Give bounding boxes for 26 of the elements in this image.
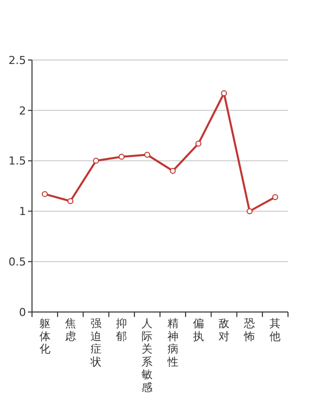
- x-tick-label: 恐怖: [243, 317, 256, 343]
- x-tick-label: 精神病性: [166, 317, 178, 368]
- point: [93, 158, 99, 164]
- x-tick-label: 敌对: [218, 317, 230, 343]
- y-tick-label: 1.5: [8, 154, 26, 168]
- y-tick-label: 0.5: [8, 255, 26, 268]
- point: [67, 198, 74, 204]
- point: [272, 194, 278, 200]
- point: [118, 154, 125, 160]
- point: [246, 208, 253, 214]
- point: [195, 140, 202, 147]
- x-tick-label: 躯体化: [39, 317, 50, 356]
- y-tick-label: 1: [19, 205, 26, 218]
- y-tick-label: 0: [19, 306, 26, 319]
- point: [42, 191, 48, 198]
- point: [144, 152, 150, 158]
- y-tick-label: 2.5: [8, 54, 26, 67]
- x-tick-label: 抑郁: [116, 317, 128, 343]
- x-tick-label: 其他: [270, 317, 281, 343]
- point: [221, 90, 227, 96]
- x-tick-label: 强迫症状: [90, 317, 102, 368]
- y-tick-label: 2: [19, 104, 26, 118]
- point: [170, 168, 176, 174]
- x-tick-label: 焦虑: [64, 317, 76, 343]
- x-tick-label: 偏执: [192, 317, 204, 343]
- x-tick-label: 人际关系敏感: [142, 317, 153, 394]
